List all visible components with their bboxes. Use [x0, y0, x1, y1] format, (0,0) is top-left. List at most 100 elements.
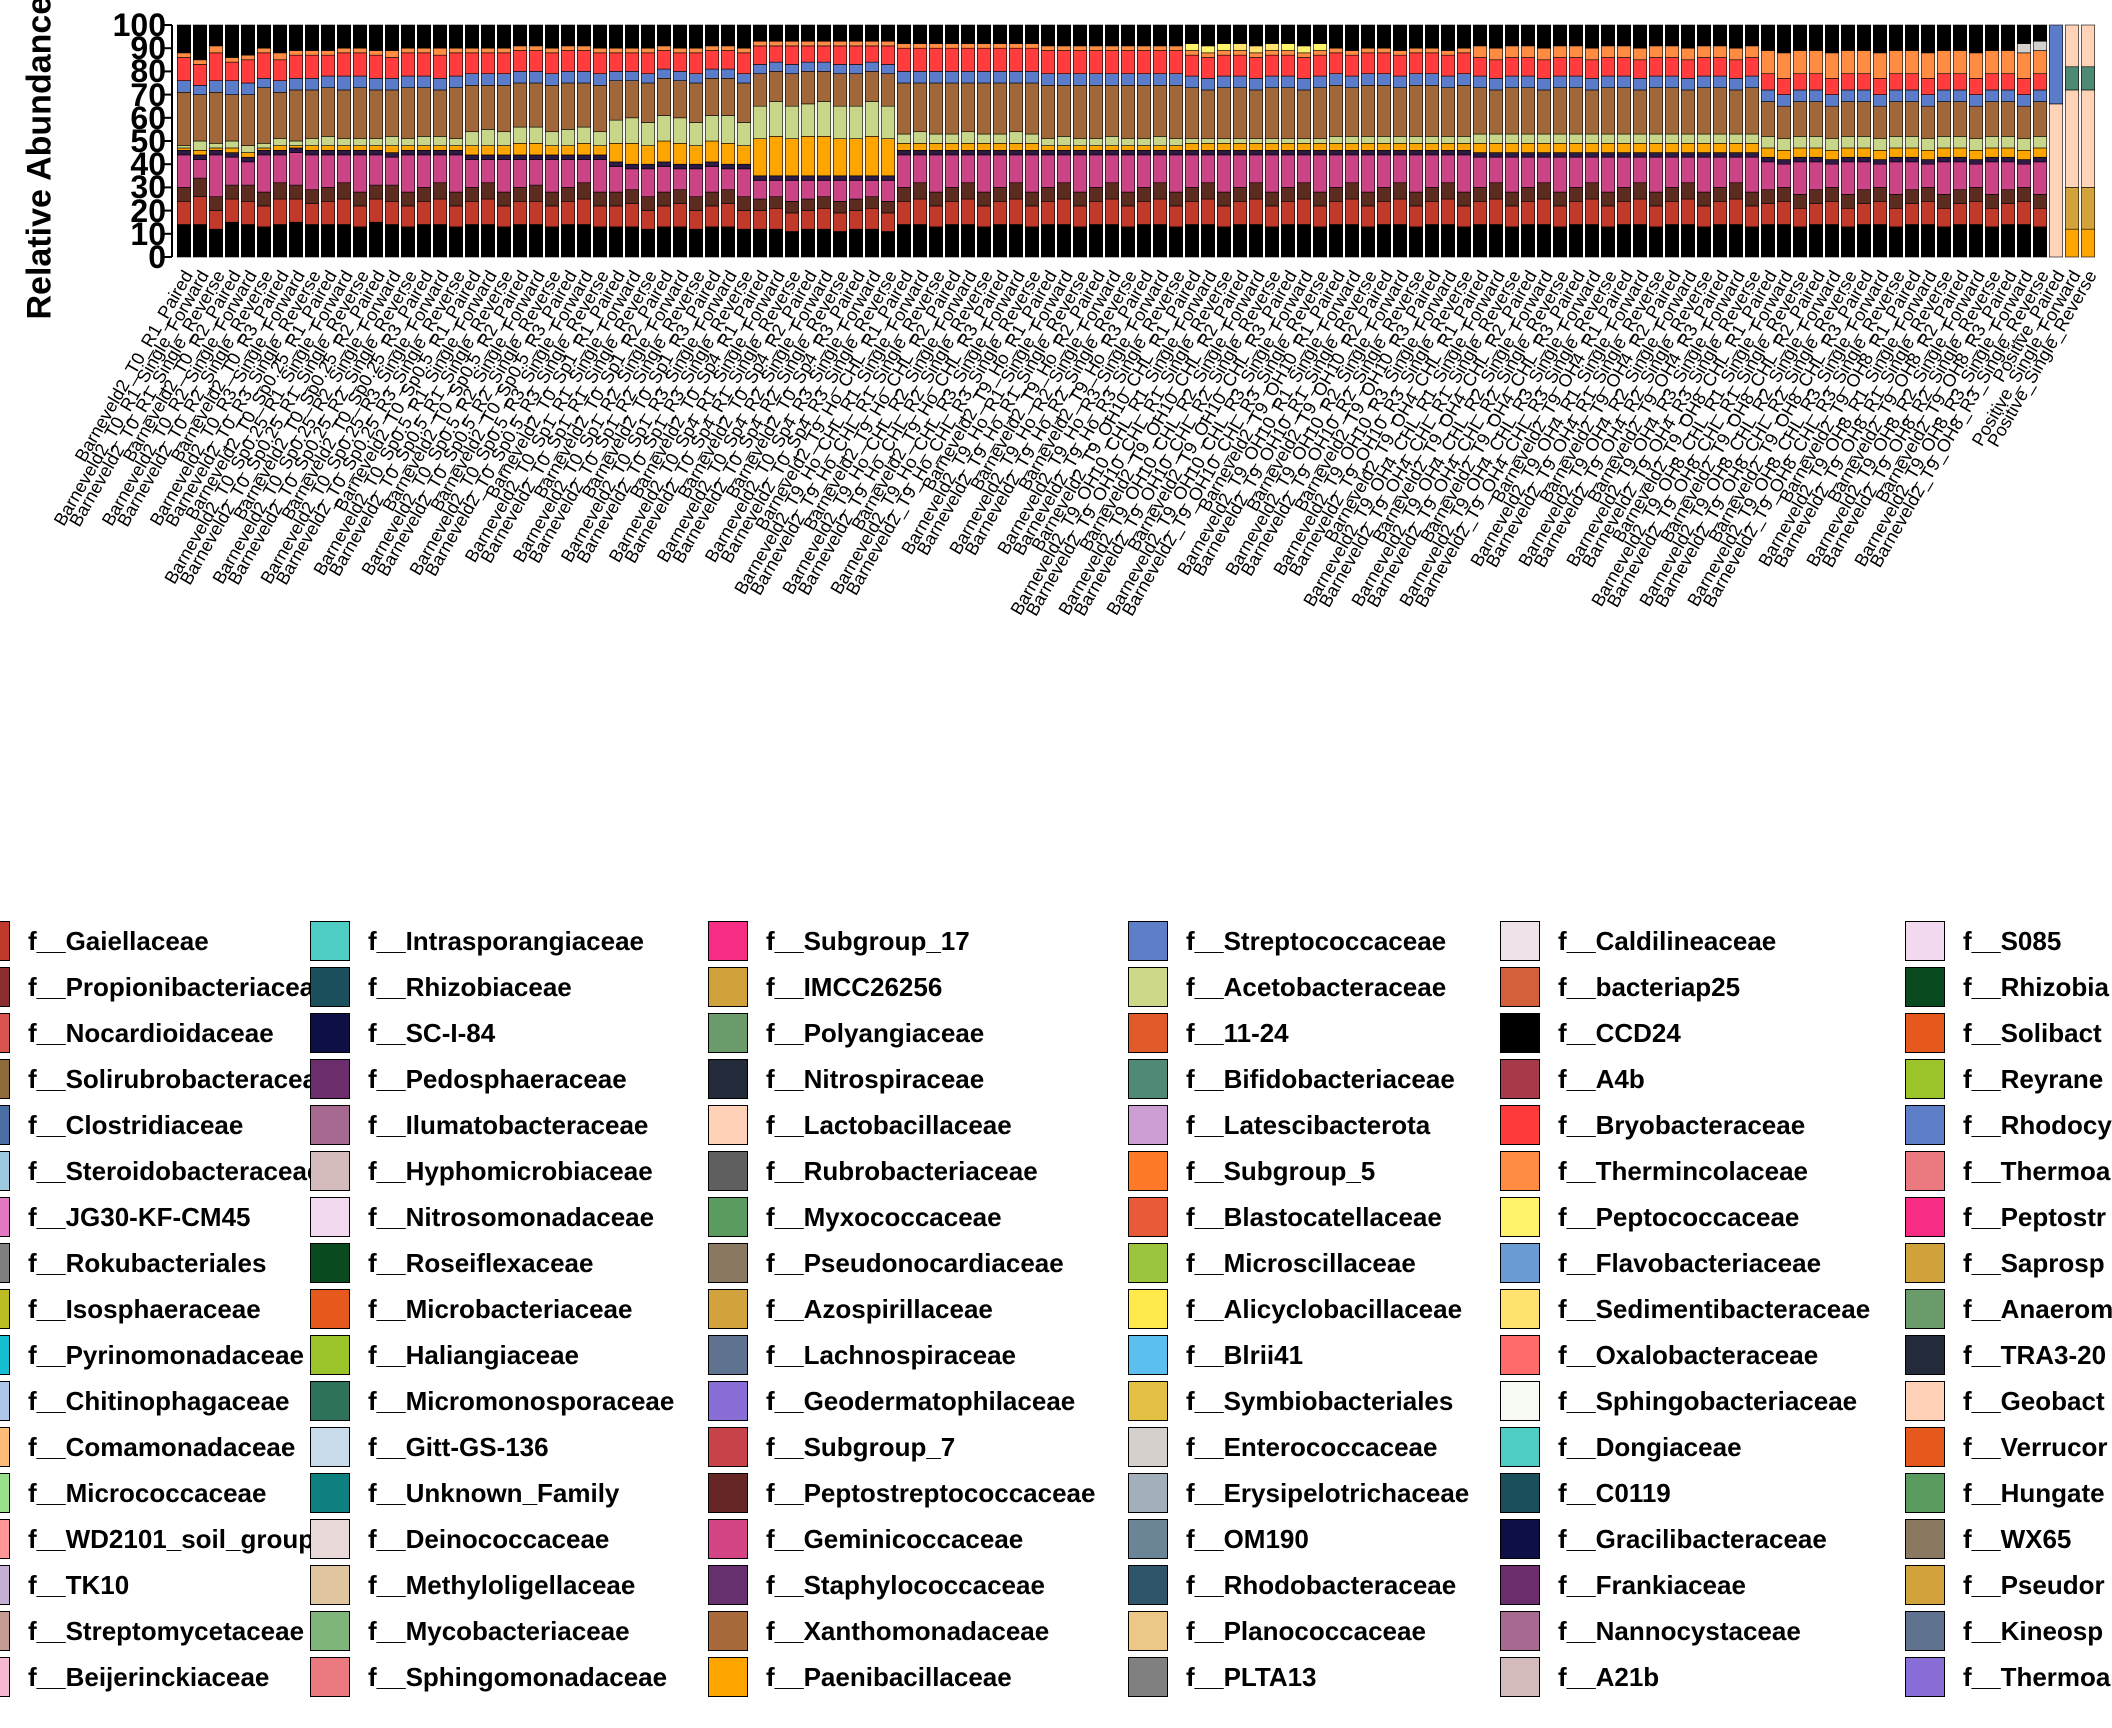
legend-swatch: [0, 1611, 10, 1651]
bar-segment: [272, 91, 288, 139]
legend-swatch: [1905, 1105, 1945, 1145]
bar-segment: [608, 80, 624, 121]
legend-swatch: [0, 1519, 10, 1559]
bar-segment: [1104, 85, 1120, 137]
legend-label: f__Erysipelotrichaceae: [1186, 1477, 1470, 1508]
bar-segment: [1104, 154, 1120, 184]
bar-segment: [1376, 224, 1392, 258]
bar-segment: [1632, 152, 1648, 158]
bar-segment: [1888, 89, 1904, 102]
bar-segment: [1344, 182, 1360, 200]
bar-segment: [400, 52, 416, 77]
bar-segment: [1632, 24, 1648, 49]
bar-segment: [864, 24, 880, 42]
bar-segment: [880, 24, 896, 42]
bar-segment: [1600, 133, 1616, 144]
bar-segment: [640, 47, 656, 54]
bar-segment: [1184, 201, 1200, 225]
bar-segment: [672, 117, 688, 144]
bar-segment: [368, 145, 384, 151]
bar-106: [1872, 24, 1888, 258]
bar-segment: [1168, 154, 1184, 193]
bar-segment: [1568, 57, 1584, 77]
legend-label: f__Peptostreptococcaceae: [766, 1477, 1096, 1508]
bar-segment: [1472, 75, 1488, 88]
bar-segment: [656, 24, 672, 47]
bar-segment: [624, 47, 640, 54]
bar-segment: [2032, 50, 2048, 75]
bar-segment: [1392, 224, 1408, 258]
y-tick-label: 80: [130, 53, 166, 90]
bar-segment: [1712, 87, 1728, 135]
bar-segment: [720, 78, 736, 116]
bar-segment: [1152, 224, 1168, 258]
bar-segment: [880, 64, 896, 75]
legend-label: f__S085: [1963, 925, 2062, 956]
bar-segment: [1328, 187, 1344, 202]
bar-segment: [1984, 207, 2000, 228]
bar-segment: [800, 136, 816, 177]
bar-segment: [1264, 24, 1280, 44]
bar-61: [1152, 24, 1168, 258]
bar-segment: [928, 24, 944, 44]
bar-segment: [1744, 133, 1760, 144]
bar-segment: [1104, 149, 1120, 156]
bar-segment: [1328, 47, 1344, 54]
bar-18: [464, 24, 480, 258]
bar-segment: [1072, 73, 1088, 86]
bar-10: [336, 24, 352, 258]
bar-98: [1744, 24, 1760, 258]
bar-segment: [1104, 45, 1120, 51]
legend-swatch: [1905, 1565, 1945, 1605]
bar-segment: [640, 168, 656, 197]
bar-segment: [1888, 226, 1904, 258]
bar-segment: [1664, 201, 1680, 225]
bar-segment: [928, 43, 944, 49]
bar-segment: [1696, 156, 1712, 193]
legend-swatch: [0, 967, 10, 1007]
bar-segment: [816, 207, 832, 230]
bar-segment: [816, 228, 832, 258]
bar-segment: [1888, 50, 1904, 75]
bar-segment: [1616, 224, 1632, 258]
bar-segment: [1248, 198, 1264, 225]
bar-segment: [1008, 82, 1024, 133]
legend-item: f__11-24: [1128, 1012, 1289, 1054]
bar-segment: [1888, 136, 1904, 149]
bar-segment: [432, 136, 448, 146]
bar-segment: [1056, 136, 1072, 146]
bar-segment: [960, 224, 976, 258]
bar-segment: [1888, 161, 1904, 195]
bar-segment: [288, 140, 304, 146]
bar-39: [800, 24, 816, 258]
bar-segment: [1520, 133, 1536, 144]
bar-segment: [512, 71, 528, 84]
bar-3: [224, 24, 240, 258]
bar-segment: [640, 52, 656, 75]
legend-item: f__Rhizobia: [1905, 966, 2109, 1008]
y-tick-label: 60: [130, 99, 166, 136]
legend-label: f__Clostridiaceae: [28, 1109, 244, 1140]
bar-segment: [1376, 85, 1392, 137]
bar-segment: [992, 154, 1008, 188]
bar-segment: [736, 210, 752, 230]
bar-segment: [752, 73, 768, 107]
bar-segment: [1728, 143, 1744, 153]
bar-segment: [1536, 89, 1552, 135]
bar-segment: [384, 78, 400, 91]
bar-segment: [832, 180, 848, 202]
bar-segment: [1936, 147, 1952, 158]
bar-segment: [1424, 73, 1440, 86]
bar-segment: [1744, 226, 1760, 258]
bar-segment: [1648, 226, 1664, 258]
bar-112: [1968, 24, 1984, 258]
bar-segment: [1776, 52, 1792, 79]
bar-segment: [928, 47, 944, 72]
bar-28: [624, 24, 640, 258]
bar-segment: [208, 24, 224, 47]
bar-segment: [352, 154, 368, 193]
bar-segment: [1040, 201, 1056, 225]
legend-label: f__Beijerinckiaceae: [28, 1661, 270, 1692]
legend-item: f__Geminicoccaceae: [708, 1518, 1023, 1560]
bar-segment: [1920, 138, 1936, 151]
